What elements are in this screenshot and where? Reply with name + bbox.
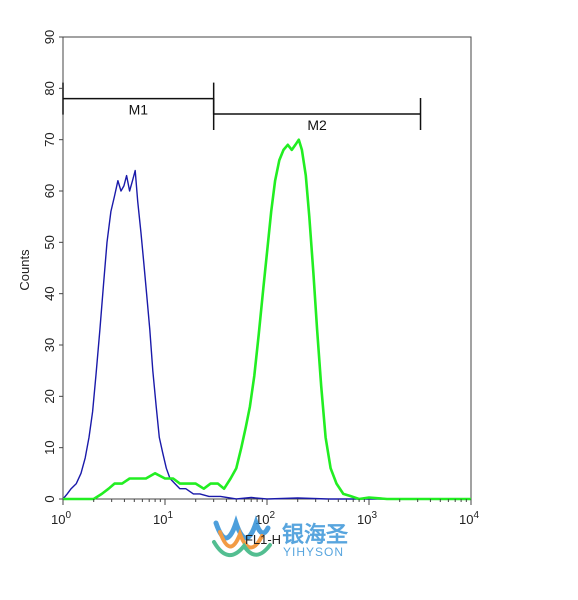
brand-english-text: YIHYSON — [283, 545, 344, 559]
series-line-1 — [62, 169, 471, 500]
x-tick-label: 101 — [153, 510, 173, 527]
y-axis-label: Counts — [17, 249, 32, 291]
brand-logo-icon — [212, 515, 272, 557]
y-tick-label: 90 — [42, 30, 57, 44]
x-tick-label: 100 — [51, 510, 71, 527]
y-tick-label: 70 — [42, 132, 57, 146]
gates: M1 M2 — [62, 82, 422, 133]
y-axis-ticks: 0 10 20 30 40 50 60 70 80 90 — [42, 30, 63, 503]
series-line-2 — [63, 138, 471, 501]
brand-watermark-logo: 银海圣 YIHYSON — [212, 515, 349, 559]
plot-frame — [62, 36, 472, 500]
gate-label-m1: M1 — [129, 102, 149, 118]
gate-label-m2: M2 — [307, 117, 327, 133]
y-tick-label: 20 — [42, 389, 57, 403]
y-tick-label: 10 — [42, 440, 57, 454]
y-tick-label: 40 — [42, 286, 57, 300]
x-axis-ticks: 100 101 102 103 104 — [51, 499, 479, 527]
x-tick-label: 103 — [357, 510, 377, 527]
x-tick-label: 104 — [459, 510, 479, 527]
brand-chinese-text: 银海圣 — [282, 522, 349, 548]
plot-border — [62, 36, 472, 500]
y-tick-label: 50 — [42, 235, 57, 249]
series-lines — [62, 138, 471, 501]
y-tick-label: 80 — [42, 81, 57, 95]
y-tick-label: 0 — [42, 495, 57, 502]
y-tick-label: 60 — [42, 184, 57, 198]
y-tick-label: 30 — [42, 338, 57, 352]
x-axis-label: FL1-H — [245, 532, 281, 547]
